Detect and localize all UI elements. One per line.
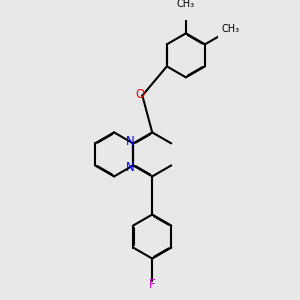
Text: CH₃: CH₃ <box>222 25 240 34</box>
Text: F: F <box>149 278 155 291</box>
Text: N: N <box>125 161 134 174</box>
Text: CH₃: CH₃ <box>177 0 195 9</box>
Text: O: O <box>135 88 145 101</box>
Text: N: N <box>125 135 134 148</box>
